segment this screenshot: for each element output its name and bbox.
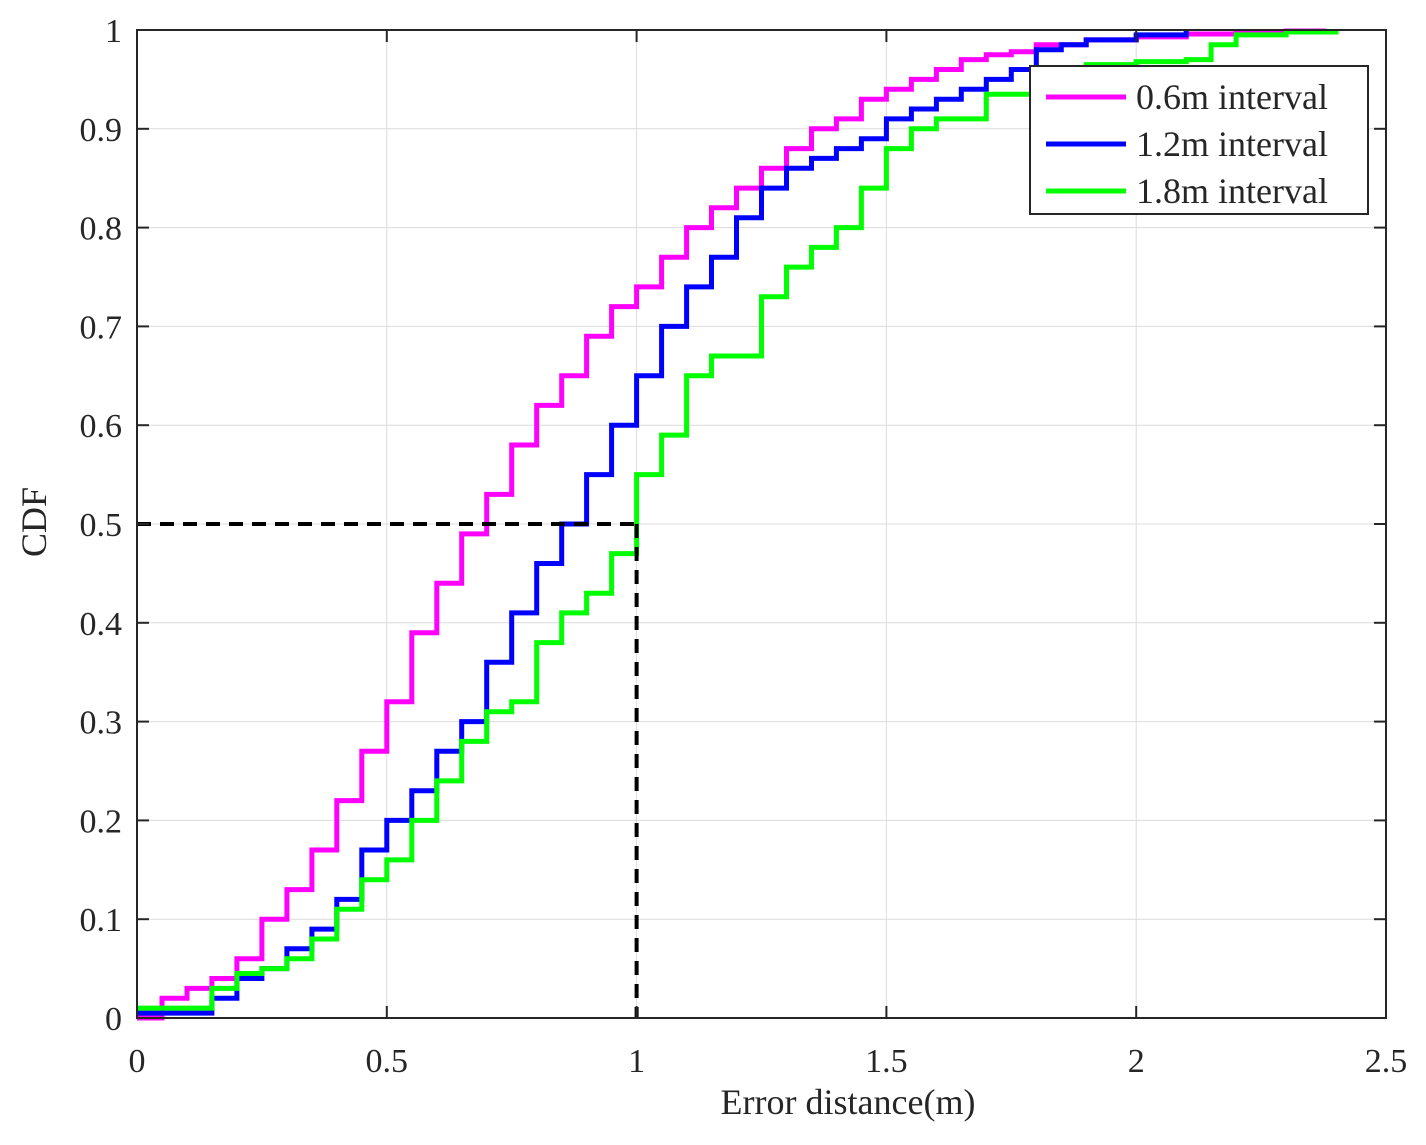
y-tick-label: 0.1 [80,902,123,939]
y-tick-label: 1 [105,13,122,50]
axes [136,29,1387,1019]
x-axis-label: Error distance(m) [721,1082,976,1122]
x-tick-label: 1 [628,1043,645,1080]
y-tick-label: 0.8 [80,211,123,248]
y-tick-label: 0.4 [80,606,123,643]
x-tick-label: 2 [1128,1043,1145,1080]
x-tick-label: 2.5 [1365,1043,1408,1080]
legend-label-1: 0.6m interval [1136,77,1328,117]
y-tick-label: 0.3 [80,705,123,742]
series-line-1 [137,28,1329,1021]
legend-label-3: 1.8m interval [1136,171,1328,211]
y-tick-label: 0.9 [80,112,123,149]
tick-labels: 0 0.5 1 1.5 2 2.5 0 0.1 0.2 0.3 0.4 0.5 0.6 0.7 0.8 0.9… [80,13,1408,1080]
legend-label-2: 1.2m interval [1136,124,1328,164]
y-tick-label: 0.7 [80,309,123,346]
x-tick-label: 0 [129,1043,146,1080]
x-tick-label: 0.5 [366,1043,409,1080]
legend: 0.6m interval 1.2m interval 1.8m interval [1029,65,1369,215]
y-tick-label: 0.6 [80,408,123,445]
y-tick-label: 0 [105,1001,122,1038]
reference-lines [137,522,639,1018]
x-tick-label: 1.5 [865,1043,908,1080]
y-tick-label: 0.2 [80,803,123,840]
y-tick-label: 0.5 [80,507,123,544]
y-axis-label: CDF [14,487,54,557]
